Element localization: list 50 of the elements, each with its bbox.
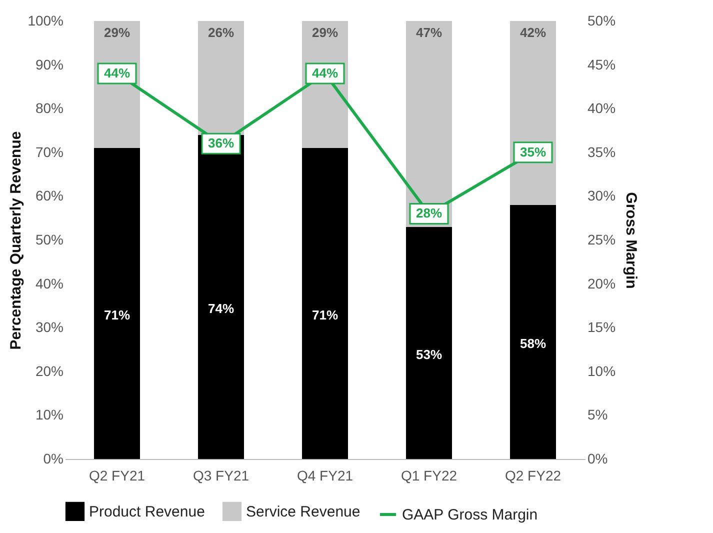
y-tick-label: 100% xyxy=(28,12,64,28)
y2-tick-label: 50% xyxy=(588,12,616,28)
y-tick-label: 70% xyxy=(35,144,64,160)
data-label: 47% xyxy=(416,25,442,40)
y-tick-label: 0% xyxy=(43,450,64,466)
legend-label: GAAP Gross Margin xyxy=(402,506,538,524)
bar xyxy=(510,21,556,205)
data-label: 74% xyxy=(208,300,234,316)
y-tick-label: 60% xyxy=(35,188,64,204)
y2-tick-label: 45% xyxy=(588,56,616,72)
y2-tick-label: 25% xyxy=(588,232,616,248)
x-tick-label: Q3 FY21 xyxy=(192,468,250,484)
x-tick-label: Q2 FY21 xyxy=(88,468,146,484)
data-label: 58% xyxy=(520,336,546,351)
data-label: 26% xyxy=(208,25,234,40)
x-tick-label: Q4 FY21 xyxy=(296,468,354,484)
legend-label: Product Revenue xyxy=(89,503,205,520)
bar xyxy=(510,204,556,459)
legend-label: Service Revenue xyxy=(246,503,360,520)
y2-tick-label: 15% xyxy=(588,319,616,336)
y2-tick-label: 0% xyxy=(588,450,608,466)
bar xyxy=(198,21,244,135)
y2-tick-label: 40% xyxy=(588,100,616,116)
y2-tick-label: 20% xyxy=(588,275,616,292)
x-tick-label: Q2 FY22 xyxy=(504,468,562,484)
data-label: 29% xyxy=(312,25,338,40)
y-tick-label: 50% xyxy=(35,232,64,248)
data-label: 53% xyxy=(416,346,442,362)
y-axis-title: Percentage Quarterly Revenue xyxy=(8,131,25,350)
bar xyxy=(406,226,452,459)
y-tick-label: 30% xyxy=(35,319,64,336)
bar xyxy=(406,21,452,227)
y2-axis-title: Gross Margin xyxy=(622,192,640,289)
data-label: 42% xyxy=(520,25,546,40)
x-tick-label: Q1 FY22 xyxy=(400,468,458,484)
bar xyxy=(94,148,140,459)
bar xyxy=(198,134,244,459)
y2-tick-label: 35% xyxy=(588,144,616,160)
bar xyxy=(302,148,348,459)
data-label: 71% xyxy=(312,308,338,323)
y2-tick-label: 5% xyxy=(588,406,608,423)
y-tick-label: 10% xyxy=(35,406,64,423)
y-tick-label: 40% xyxy=(35,275,64,292)
y2-tick-label: 30% xyxy=(588,188,616,204)
y-tick-label: 20% xyxy=(35,362,64,379)
y2-tick-label: 10% xyxy=(588,362,616,379)
data-label: 29% xyxy=(104,25,130,40)
y-tick-label: 90% xyxy=(35,56,64,72)
y-tick-label: 80% xyxy=(35,100,64,116)
data-label: 71% xyxy=(104,308,130,323)
